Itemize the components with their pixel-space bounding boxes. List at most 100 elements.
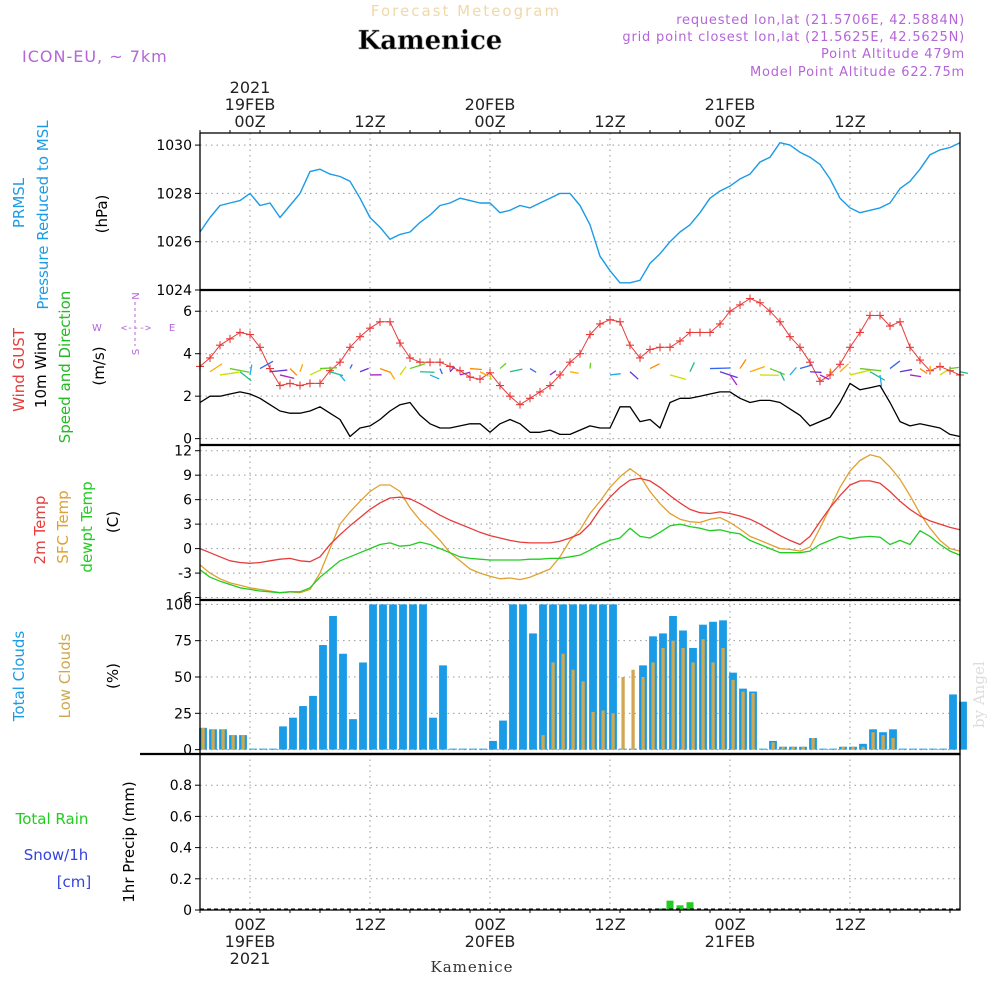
total-cloud-bar bbox=[829, 748, 837, 750]
low-cloud-bar bbox=[581, 681, 585, 750]
wind-direction-arrow bbox=[319, 367, 337, 370]
total-cloud-bar bbox=[949, 694, 957, 750]
gust-marker bbox=[586, 330, 594, 339]
gust-label: Wind GUST bbox=[10, 327, 28, 412]
wind-speed-line bbox=[199, 382, 961, 438]
gust-marker bbox=[666, 343, 674, 352]
total-cloud-bar bbox=[489, 740, 497, 750]
gust-marker bbox=[626, 341, 634, 350]
wind-direction-arrow bbox=[269, 369, 288, 373]
wind-direction-arrow bbox=[869, 371, 886, 381]
gust-marker bbox=[896, 317, 904, 326]
gust-marker bbox=[616, 317, 624, 326]
low-cloud-bar bbox=[701, 639, 705, 750]
compass-rose: W <---> E N S bbox=[92, 292, 175, 355]
wind-direction-arrow bbox=[409, 362, 426, 370]
rain-bar bbox=[656, 908, 664, 910]
y-tick-label: 3 bbox=[183, 517, 192, 533]
low-cloud-bar bbox=[551, 662, 555, 750]
wind-direction-arrow bbox=[909, 374, 922, 378]
credit-watermark: by Angel bbox=[970, 661, 988, 728]
low-cloud-bar bbox=[871, 732, 875, 750]
low-cloud-bar bbox=[541, 735, 545, 750]
total-cloud-bar bbox=[409, 604, 417, 750]
wind-direction-arrow bbox=[819, 374, 830, 380]
gust-marker bbox=[496, 381, 504, 390]
wind-direction-arrow bbox=[689, 362, 695, 373]
gust-marker bbox=[216, 341, 224, 350]
wind-direction-arrow bbox=[849, 369, 872, 376]
gust-marker bbox=[316, 379, 324, 388]
wind-direction-arrow bbox=[299, 364, 304, 372]
y-tick-label: 2 bbox=[183, 389, 192, 405]
wind-direction-arrow bbox=[309, 368, 322, 376]
wind-direction-arrow bbox=[949, 366, 959, 370]
t2m-line bbox=[199, 477, 961, 564]
direction-label: Speed and Direction bbox=[56, 291, 74, 444]
snow-unit: [cm] bbox=[57, 873, 92, 891]
low-cloud-bar bbox=[851, 746, 855, 750]
y-tick-label: -3 bbox=[178, 566, 192, 582]
top-time-label: 19FEB bbox=[225, 95, 276, 114]
total-cloud-bar bbox=[609, 604, 617, 750]
gust-marker bbox=[866, 311, 874, 320]
gust-marker bbox=[396, 339, 404, 348]
compass-w: W bbox=[92, 323, 102, 334]
top-time-label: 12Z bbox=[834, 112, 865, 131]
y-tick-label: 0.6 bbox=[170, 809, 192, 825]
wind-direction-arrow bbox=[569, 371, 579, 374]
pressure-line bbox=[199, 142, 961, 284]
gust-marker bbox=[756, 298, 764, 307]
gust-marker bbox=[646, 345, 654, 354]
compass-e: E bbox=[169, 323, 175, 334]
total-cloud-bar bbox=[539, 604, 547, 750]
gust-marker bbox=[566, 358, 574, 367]
gust-marker bbox=[276, 381, 284, 390]
gust-marker bbox=[546, 381, 554, 390]
gridpoint-coords: grid point closest lon,lat (21.5625E, 42… bbox=[622, 30, 965, 45]
compass-arrows: <---> bbox=[121, 323, 151, 334]
gust-marker bbox=[786, 332, 794, 341]
low-cloud-bar bbox=[241, 735, 245, 750]
gust-marker bbox=[356, 332, 364, 341]
total-cloud-bar bbox=[919, 748, 927, 750]
wind-direction-arrow bbox=[239, 371, 252, 382]
gust-marker bbox=[776, 317, 784, 326]
bottom-time-label: 00Z bbox=[234, 915, 265, 934]
total-clouds-label: Total Clouds bbox=[10, 631, 28, 723]
y-tick-label: 0 bbox=[183, 743, 192, 759]
total-cloud-bar bbox=[249, 748, 257, 750]
gust-marker bbox=[716, 319, 724, 328]
rain-bar bbox=[676, 905, 684, 910]
gust-marker bbox=[466, 373, 474, 382]
gust-marker bbox=[286, 379, 294, 388]
bottom-time-label: 21FEB bbox=[705, 932, 756, 951]
panel-frame bbox=[199, 132, 961, 291]
y-tick-label: 50 bbox=[174, 670, 192, 686]
model-label: ICON-EU, ~ 7km bbox=[22, 47, 168, 66]
total-cloud-bar bbox=[339, 653, 347, 750]
rain-label: Total Rain bbox=[15, 810, 89, 828]
low-cloud-bar bbox=[661, 647, 665, 750]
bottom-time-label: 2021 bbox=[230, 949, 271, 968]
total-cloud-bar bbox=[319, 645, 327, 750]
gust-marker bbox=[406, 353, 414, 362]
gust-marker bbox=[576, 349, 584, 358]
wind-direction-arrow bbox=[509, 368, 523, 373]
bottom-time-label: 12Z bbox=[594, 915, 625, 934]
low-cloud-bar bbox=[691, 662, 695, 750]
gust-marker bbox=[676, 336, 684, 345]
gust-marker bbox=[596, 319, 604, 328]
point-altitude: Point Altitude 479m bbox=[821, 47, 965, 62]
wind-direction-arrow bbox=[729, 374, 738, 386]
gust-marker bbox=[706, 328, 714, 337]
wind-direction-arrow bbox=[339, 374, 346, 382]
gust-marker bbox=[256, 343, 264, 352]
wind-direction-arrow bbox=[359, 367, 369, 373]
gust-marker bbox=[516, 400, 524, 409]
axes-layer: 10241026102810300246-6-30369120255075100… bbox=[140, 132, 961, 919]
gust-marker bbox=[306, 379, 314, 388]
gust-marker bbox=[376, 317, 384, 326]
gust-marker bbox=[446, 362, 454, 371]
gust-marker bbox=[426, 358, 434, 367]
